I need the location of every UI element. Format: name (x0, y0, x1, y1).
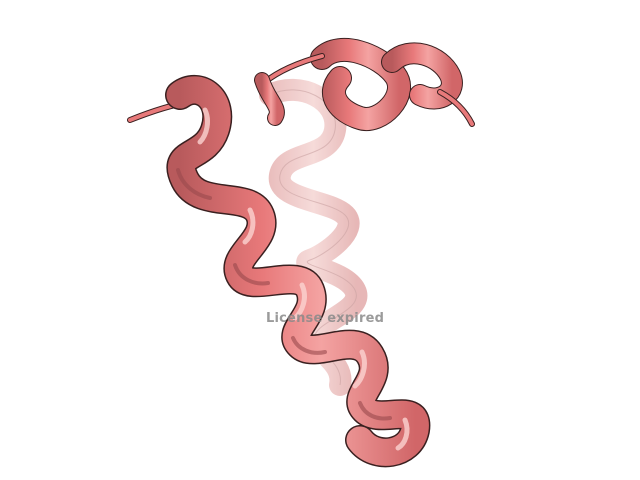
license-watermark: License expired (266, 311, 385, 326)
helix-front-main (127, 75, 431, 468)
helix-back-segment (259, 79, 368, 396)
helix-top-right (254, 37, 475, 131)
